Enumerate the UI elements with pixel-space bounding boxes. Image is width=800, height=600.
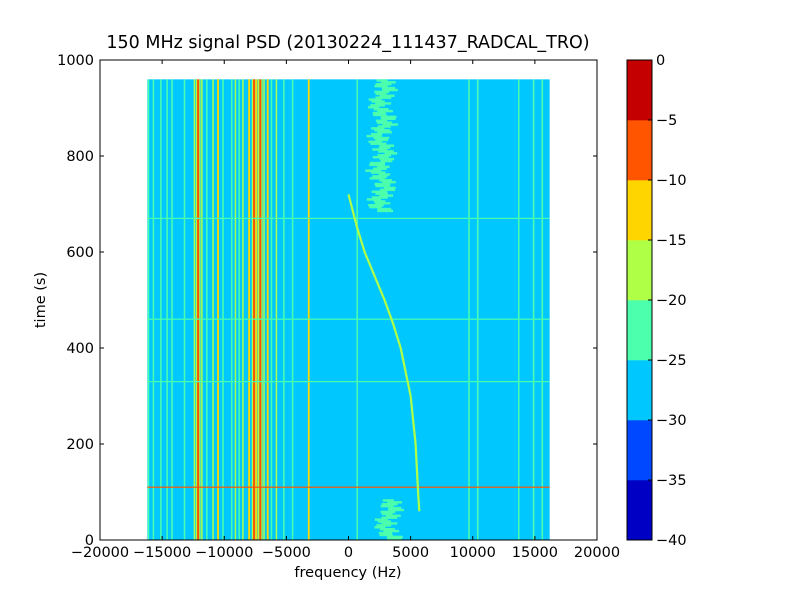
vertical-signal-line (238, 79, 240, 540)
vertical-signal-line (532, 79, 535, 540)
colorbar-tick-label: −40 (656, 533, 687, 549)
vertical-signal-line (166, 79, 168, 540)
spectrogram-heatmap (147, 79, 550, 540)
colorbar-band (627, 420, 652, 481)
vertical-signal-line (147, 79, 150, 540)
drifting-carrier-trace (347, 194, 421, 512)
colorbar-band (627, 480, 652, 541)
y-tick-label: 200 (66, 437, 94, 453)
y-tick-label: 1000 (57, 53, 94, 69)
x-tick-label: −20000 (71, 545, 129, 561)
colorbar-tick-label: −35 (656, 473, 687, 489)
y-tick-label: 800 (66, 149, 94, 165)
vertical-signal-line (197, 79, 200, 540)
vertical-signal-line (356, 79, 358, 540)
vertical-signal-line (270, 79, 273, 540)
vertical-signal-line (307, 79, 310, 540)
x-axis: −20000 −15000 −10000 −5000 0 5000 10000 15000 20… (71, 60, 620, 561)
x-tick-label: −15000 (133, 545, 191, 561)
chart-title: 150 MHz signal PSD (20130224_111437_RADC… (106, 33, 589, 53)
colorbar-tick-label: −5 (656, 113, 677, 129)
vertical-signal-line (152, 79, 155, 540)
colorbar-band (627, 60, 652, 121)
x-tick-label: 5000 (392, 545, 429, 561)
vertical-signal-line (291, 79, 294, 540)
colorbar-tick-label: −10 (656, 173, 687, 189)
colorbar-band (627, 240, 652, 301)
vertical-signal-line (230, 79, 233, 540)
y-tick-label: 0 (85, 533, 94, 549)
vertical-signal-line (234, 79, 237, 540)
colorbar-tick-label: 0 (656, 53, 665, 69)
vertical-signal-line (222, 79, 224, 540)
vertical-signal-line (275, 79, 278, 540)
vertical-signal-line (255, 79, 258, 540)
heatmap-background (147, 79, 550, 540)
noise-patch (365, 79, 398, 213)
colorbar-tick-label: −20 (656, 293, 687, 309)
vertical-signal-line (263, 79, 265, 540)
x-tick-label: −5000 (262, 545, 311, 561)
y-tick-label: 600 (66, 245, 94, 261)
vertical-signal-line (468, 79, 470, 540)
vertical-signal-line (252, 79, 256, 540)
vertical-signal-line (259, 79, 262, 540)
vertical-signal-line (242, 79, 244, 540)
colorbar-band (627, 360, 652, 421)
colorbar-band (627, 180, 652, 241)
colorbar: −40 −35 −30 −25 −20 −15 −10 −5 0 (626, 53, 687, 549)
colorbar-tick-label: −30 (656, 413, 687, 429)
vertical-signal-line (541, 79, 544, 540)
colorbar-band (627, 120, 652, 181)
x-tick-label: 10000 (450, 545, 496, 561)
horizontal-interference-line (147, 486, 550, 488)
vertical-signal-line (248, 79, 250, 540)
colorbar-tick-label: −25 (656, 353, 687, 369)
x-tick-label: 0 (344, 545, 353, 561)
vertical-signal-line (217, 79, 219, 540)
x-tick-label: 20000 (574, 545, 620, 561)
vertical-signal-line (201, 79, 203, 540)
y-axis: 0 200 400 600 800 1000 (57, 53, 597, 549)
vertical-signal-line (183, 79, 186, 540)
vertical-signal-line (212, 79, 214, 540)
vertical-signal-line (517, 79, 520, 540)
x-tick-label: 15000 (512, 545, 558, 561)
colorbar-tick-label: −15 (656, 233, 687, 249)
vertical-signal-line (206, 79, 208, 540)
vertical-signal-line (266, 79, 269, 540)
x-tick-label: −10000 (195, 545, 253, 561)
vertical-signal-line (283, 79, 285, 540)
vertical-signal-line (160, 79, 162, 540)
horizontal-interference-line (147, 381, 550, 383)
y-tick-label: 400 (66, 341, 94, 357)
noise-patch (374, 499, 404, 540)
x-axis-label: frequency (Hz) (294, 565, 401, 581)
colorbar-band (627, 300, 652, 361)
vertical-signal-line (476, 79, 479, 540)
y-axis-label: time (s) (33, 272, 49, 328)
horizontal-interference-line (147, 318, 550, 320)
vertical-signal-line (171, 79, 173, 540)
vertical-signal-line (193, 79, 196, 540)
horizontal-interference-line (147, 217, 550, 219)
